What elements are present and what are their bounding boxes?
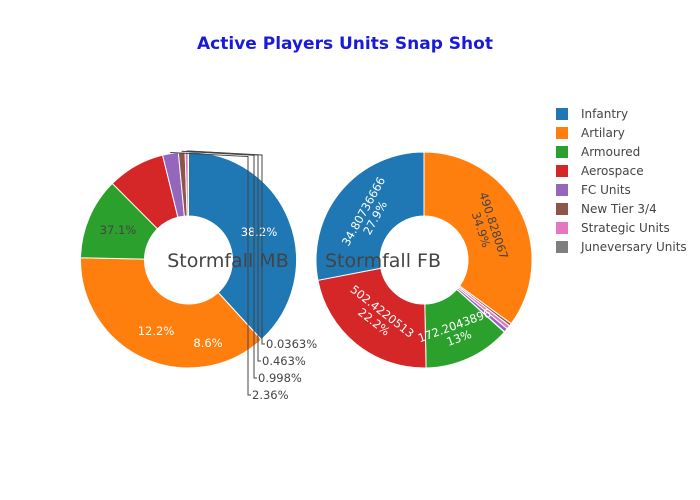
slice-mb-artilary	[80, 257, 263, 369]
legend-item-artilary[interactable]: Artilary	[556, 126, 625, 140]
slice-label-mb-strategic-units: 0.463%	[262, 354, 306, 368]
legend-swatch	[556, 222, 568, 234]
legend-label: New Tier 3/4	[581, 202, 657, 216]
chart-title: Active Players Units Snap Shot	[197, 34, 493, 54]
legend-label: Juneversary Units	[580, 240, 687, 254]
legend-item-infantry[interactable]: Infantry	[556, 107, 628, 121]
legend-label: Aerospace	[581, 164, 644, 178]
slice-label-mb-new-tier-3-4: 0.998%	[258, 371, 302, 385]
leader-line-mb-fc-units	[170, 152, 251, 396]
legend-item-juneversary-units[interactable]: Juneversary Units	[556, 240, 687, 254]
legend-item-fc-units[interactable]: FC Units	[556, 183, 631, 197]
legend-swatch	[556, 127, 568, 139]
legend-label: Infantry	[581, 107, 628, 121]
legend-item-strategic-units[interactable]: Strategic Units	[556, 221, 670, 235]
slice-mb-infantry	[188, 151, 297, 341]
slice-fb-aerospace	[317, 267, 427, 369]
legend-item-new-tier-3-4[interactable]: New Tier 3/4	[556, 202, 657, 216]
legend-swatch	[556, 203, 568, 215]
legend-swatch	[556, 241, 568, 253]
legend-swatch	[556, 108, 568, 120]
slice-fb-infantry	[315, 151, 425, 281]
slice-label-mb-armoured: 12.2%	[138, 324, 175, 338]
legend-label: Armoured	[581, 145, 640, 159]
legend-label: Artilary	[581, 126, 625, 140]
pie-stormfall-mb: 38.2% 37.1% 12.2% 8.6% 0.0363% 0.463% 0.998% 2.…	[80, 150, 317, 402]
slice-label-mb-fc-units: 2.36%	[252, 388, 289, 402]
pie-stormfall-fb: 490.82806734.9%172.204389613%502.4220513…	[315, 151, 533, 369]
legend-label: Strategic Units	[581, 221, 670, 235]
legend-item-aerospace[interactable]: Aerospace	[556, 164, 644, 178]
legend-swatch	[556, 184, 568, 196]
hole-label-fb: Stormfall FB	[325, 250, 441, 272]
legend-swatch	[556, 165, 568, 177]
slice-label-mb-artilary: 37.1%	[100, 223, 137, 237]
slice-label-mb-aerospace: 8.6%	[193, 336, 222, 350]
leader-line-mb-new-tier-3-4	[181, 150, 257, 379]
legend: Infantry Artilary Armoured Aerospace FC Unit…	[556, 107, 687, 254]
hole-label-mb: Stormfall MB	[167, 250, 288, 272]
slice-label-mb-infantry: 38.2%	[241, 225, 278, 239]
slice-fb-artilary	[423, 151, 533, 325]
slice-label-mb-juneversary-units: 0.0363%	[266, 337, 317, 351]
legend-item-armoured[interactable]: Armoured	[556, 145, 640, 159]
legend-swatch	[556, 146, 568, 158]
legend-label: FC Units	[581, 183, 631, 197]
